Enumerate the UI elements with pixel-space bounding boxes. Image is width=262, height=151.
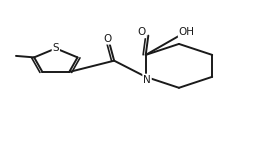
Text: S: S xyxy=(52,43,59,53)
Text: N: N xyxy=(143,74,151,85)
Text: O: O xyxy=(138,27,146,37)
Text: O: O xyxy=(103,34,112,44)
Text: OH: OH xyxy=(179,27,195,37)
